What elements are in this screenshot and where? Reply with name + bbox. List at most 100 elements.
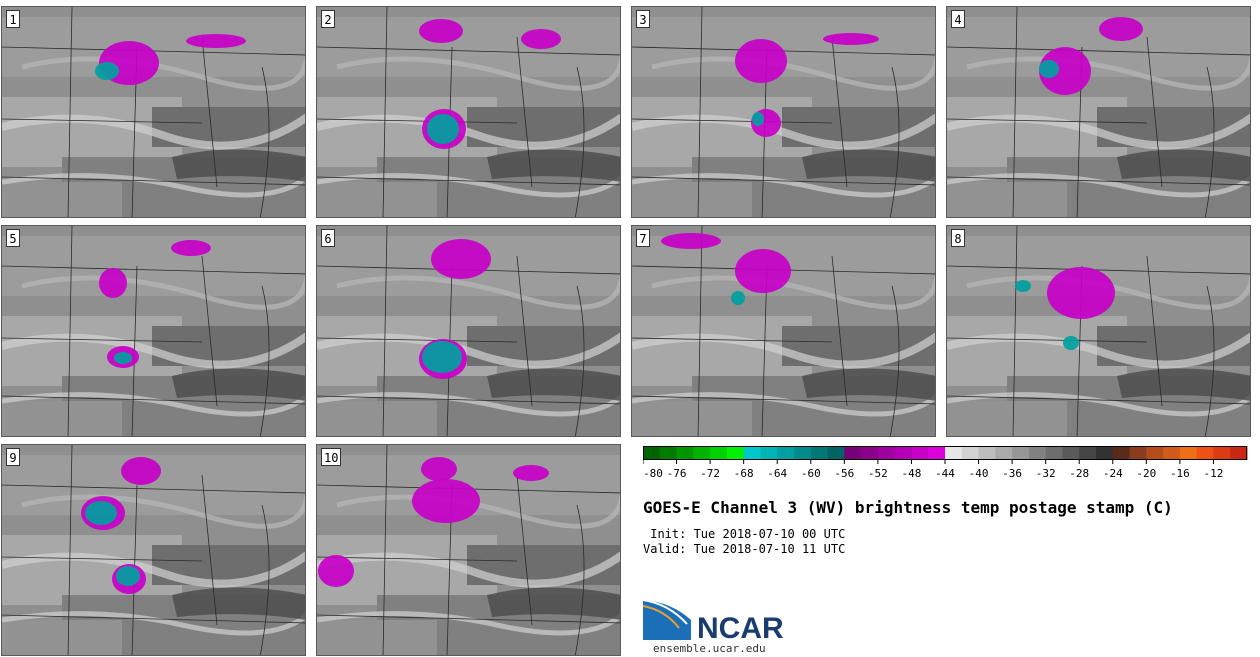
ensemble-panel-8[interactable]: 8 bbox=[946, 225, 1251, 437]
colorbar-swatch bbox=[995, 446, 1013, 460]
cloud-region bbox=[419, 19, 463, 43]
ensemble-panel-10[interactable]: 10 bbox=[316, 444, 621, 656]
map-panel-3 bbox=[632, 7, 935, 217]
colorbar-swatch bbox=[1213, 446, 1231, 460]
colorbar-swatch bbox=[844, 446, 862, 460]
colorbar-tick-label: -72 bbox=[700, 467, 720, 480]
map-panel-7 bbox=[632, 226, 935, 436]
colorbar-tick-label: -52 bbox=[868, 467, 888, 480]
panel-number-label: 6 bbox=[321, 229, 335, 247]
cloud-region bbox=[116, 566, 140, 586]
ensemble-panel-1[interactable]: 1 bbox=[1, 6, 306, 218]
colorbar-swatch bbox=[1012, 446, 1030, 460]
cloud-region bbox=[735, 39, 787, 83]
colorbar-tick-label: -24 bbox=[1103, 467, 1123, 480]
colorbar-tick-label: -20 bbox=[1136, 467, 1156, 480]
colorbar-tick-label: -32 bbox=[1036, 467, 1056, 480]
colorbar-swatch bbox=[693, 446, 711, 460]
logo-url: ensemble.ucar.edu bbox=[653, 642, 766, 655]
colorbar-swatch bbox=[1079, 446, 1097, 460]
cloud-region bbox=[1039, 60, 1059, 78]
colorbar-tick-label: -64 bbox=[767, 467, 787, 480]
colorbar-swatch bbox=[945, 446, 963, 460]
colorbar-swatch bbox=[676, 446, 694, 460]
cloud-region bbox=[1015, 280, 1031, 292]
cloud-region bbox=[1063, 336, 1079, 350]
colorbar-tick-label: -48 bbox=[902, 467, 922, 480]
colorbar-swatch bbox=[827, 446, 845, 460]
colorbar-swatch bbox=[810, 446, 829, 460]
map-panel-8 bbox=[947, 226, 1250, 436]
colorbar-tick-label: -40 bbox=[969, 467, 989, 480]
map-panel-4 bbox=[947, 7, 1250, 217]
colorbar-swatch bbox=[1129, 446, 1147, 460]
colorbar-swatch bbox=[1230, 446, 1248, 460]
colorbar-swatch bbox=[794, 446, 812, 460]
valid-time: Valid: Tue 2018-07-10 11 UTC bbox=[643, 542, 846, 556]
colorbar-tick-label: -68 bbox=[734, 467, 754, 480]
cloud-region bbox=[318, 555, 354, 587]
colorbar-swatch bbox=[894, 446, 912, 460]
map-panel-6 bbox=[317, 226, 620, 436]
colorbar-swatch bbox=[777, 446, 795, 460]
ensemble-panel-3[interactable]: 3 bbox=[631, 6, 936, 218]
cloud-region bbox=[85, 501, 117, 525]
colorbar-swatch bbox=[743, 446, 761, 460]
colorbar-tick-label: -16 bbox=[1170, 467, 1190, 480]
colorbar-swatch bbox=[1096, 446, 1114, 460]
colorbar-swatch bbox=[861, 446, 879, 460]
colorbar-swatch bbox=[1196, 446, 1214, 460]
cloud-region bbox=[421, 457, 457, 481]
colorbar-swatch bbox=[1045, 446, 1063, 460]
init-time: Init: Tue 2018-07-10 00 UTC bbox=[643, 527, 846, 541]
panel-number-label: 2 bbox=[321, 10, 335, 28]
ncar-logo: NCAR bbox=[643, 599, 784, 642]
colorbar-swatch bbox=[1146, 446, 1164, 460]
cloud-region bbox=[171, 240, 211, 256]
ensemble-panel-9[interactable]: 9 bbox=[1, 444, 306, 656]
colorbar-swatch bbox=[1028, 446, 1047, 460]
ensemble-panel-4[interactable]: 4 bbox=[946, 6, 1251, 218]
colorbar-tick-label: -36 bbox=[1002, 467, 1022, 480]
panel-number-label: 5 bbox=[6, 229, 20, 247]
colorbar-swatch bbox=[710, 446, 728, 460]
cloud-region bbox=[1047, 267, 1115, 319]
cloud-region bbox=[521, 29, 561, 49]
colorbar-swatch bbox=[1112, 446, 1131, 460]
colorbar-tick-label: -44 bbox=[935, 467, 955, 480]
map-panel-9 bbox=[2, 445, 305, 655]
colorbar-swatch bbox=[978, 446, 996, 460]
cloud-region bbox=[121, 457, 161, 485]
cloud-region bbox=[731, 291, 745, 305]
cloud-region bbox=[422, 341, 462, 373]
ensemble-panel-5[interactable]: 5 bbox=[1, 225, 306, 437]
cloud-region bbox=[427, 114, 459, 144]
panel-number-label: 4 bbox=[951, 10, 965, 28]
cloud-region bbox=[114, 352, 132, 364]
colorbar-swatch bbox=[1163, 446, 1181, 460]
colorbar-swatch bbox=[643, 446, 661, 460]
cloud-region bbox=[735, 249, 791, 293]
cloud-region bbox=[823, 33, 879, 45]
colorbar-swatch bbox=[1062, 446, 1080, 460]
colorbar-tick-label: -80 bbox=[643, 467, 663, 480]
map-panel-10 bbox=[317, 445, 620, 655]
cloud-region bbox=[431, 239, 491, 279]
colorbar-swatch bbox=[659, 446, 678, 460]
cloud-region bbox=[513, 465, 549, 481]
ensemble-panel-7[interactable]: 7 bbox=[631, 225, 936, 437]
colorbar-swatch bbox=[928, 446, 946, 460]
ensemble-panel-6[interactable]: 6 bbox=[316, 225, 621, 437]
colorbar-swatch bbox=[911, 446, 929, 460]
colorbar-tick-label: -60 bbox=[801, 467, 821, 480]
cloud-region bbox=[99, 268, 127, 298]
colorbar-swatch bbox=[760, 446, 778, 460]
colorbar-swatch bbox=[877, 446, 896, 460]
cloud-region bbox=[661, 233, 721, 249]
cloud-region bbox=[1039, 47, 1091, 95]
temperature-colorbar: -80 -76 -72 -68 -64 -60 -56 -52 -48 -44 -40 -36 -32-… bbox=[643, 446, 1248, 480]
ensemble-panel-2[interactable]: 2 bbox=[316, 6, 621, 218]
panel-number-label: 8 bbox=[951, 229, 965, 247]
colorbar-tick-label: -56 bbox=[834, 467, 854, 480]
colorbar-tick-label: -28 bbox=[1069, 467, 1089, 480]
